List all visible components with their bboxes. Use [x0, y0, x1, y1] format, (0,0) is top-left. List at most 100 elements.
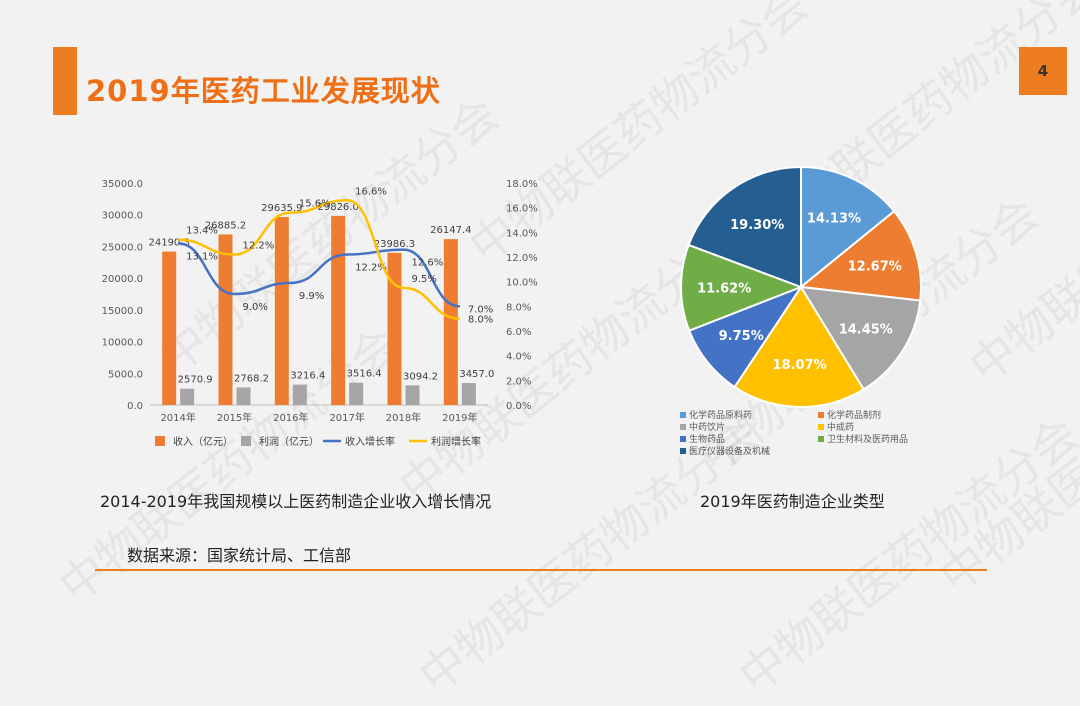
profit-bar-data-label: 3457.0: [459, 369, 494, 380]
profit-bar-data-label: 3216.4: [290, 371, 325, 382]
pie-legend-label: 卫生材料及医药用品: [827, 433, 908, 445]
profit-bar: [180, 388, 195, 405]
pie-slice-label: 14.13%: [807, 212, 861, 227]
legend-label: 收入（亿元）: [173, 435, 233, 448]
bottom-divider: [95, 569, 987, 571]
revenue-combo-chart: 0.0 5000.0 10000.0 15000.0 20000.0 25000.0 300…: [102, 165, 922, 457]
revenue-bar-data-label: 29826.0: [317, 202, 358, 213]
legend-label: 利润增长率: [431, 435, 481, 448]
revenue-growth-data-label: 12.2%: [355, 263, 387, 274]
legend-swatch: [241, 436, 251, 446]
profit-bar: [236, 387, 251, 405]
profit-growth-line: [178, 199, 460, 320]
pie-slice-label: 19.30%: [730, 218, 784, 233]
page-number-badge: 4: [1019, 47, 1067, 95]
profit-bar-data-label: 2768.2: [234, 373, 269, 384]
revenue-bar-data-label: 29635.9: [261, 203, 302, 214]
revenue-bar: [443, 239, 458, 405]
profit-bar: [292, 384, 307, 405]
x-axis-tick-label: 2018年: [386, 411, 421, 424]
profit-growth-data-label: 13.4%: [186, 226, 218, 237]
pie-slice: [687, 165, 802, 289]
slide-title: 2019年医药工业发展现状: [86, 74, 441, 108]
title-accent-bar: [53, 47, 77, 115]
revenue-growth-data-label: 8.0%: [468, 314, 493, 325]
right-axis-tick-label: 18.0%: [506, 179, 538, 190]
x-axis-tick-label: 2017年: [329, 411, 364, 424]
page-number: 4: [1037, 62, 1049, 80]
pie-slice-label: 14.45%: [839, 322, 893, 337]
pie-legend-swatch: [680, 436, 686, 442]
pie-legend-label: 医疗仪器设备及机械: [689, 445, 770, 457]
revenue-growth-line: [178, 242, 460, 308]
pie-slice: [733, 285, 866, 408]
left-axis-tick-label: 20000.0: [102, 274, 143, 285]
profit-growth-data-label: 12.2%: [243, 241, 275, 252]
x-axis-tick-label: 2014年: [160, 411, 195, 424]
pie-legend-swatch: [818, 412, 824, 418]
right-axis-tick-label: 12.0%: [506, 253, 538, 264]
pie-legend-label: 化学药品原料药: [689, 409, 752, 421]
pie-legend-label: 化学药品制剂: [827, 409, 881, 421]
right-axis-tick-label: 14.0%: [506, 228, 538, 239]
left-axis-tick-label: 5000.0: [108, 369, 143, 380]
left-axis-tick-label: 30000.0: [102, 211, 143, 222]
legend-swatch: [155, 436, 165, 446]
pie-legend-swatch: [680, 424, 686, 430]
revenue-bar: [162, 251, 177, 405]
left-axis-tick-label: 15000.0: [102, 306, 143, 317]
profit-growth-data-label: 15.6%: [299, 199, 331, 210]
pie-slice: [680, 243, 804, 332]
pie-slice-label: 18.07%: [773, 358, 827, 373]
profit-bar-data-label: 3516.4: [347, 369, 382, 380]
pie-slice: [800, 165, 896, 290]
revenue-bar-data-label: 24190.3: [148, 238, 189, 249]
right-axis-tick-label: 2.0%: [506, 376, 531, 387]
revenue-growth-data-label: 9.0%: [243, 302, 268, 313]
revenue-bar: [218, 234, 233, 405]
profit-bar: [349, 382, 364, 405]
pie-slice: [799, 285, 922, 391]
right-axis-tick-label: 8.0%: [506, 302, 531, 313]
pie-legend-swatch: [818, 424, 824, 430]
left-axis-tick-label: 25000.0: [102, 242, 143, 253]
pie-legend-label: 生物药品: [689, 433, 725, 445]
pie-legend-swatch: [680, 448, 686, 454]
pie-slice: [687, 284, 804, 389]
right-axis-tick-label: 16.0%: [506, 204, 538, 215]
right-axis-tick-label: 6.0%: [506, 327, 531, 338]
profit-growth-data-label: 7.0%: [468, 305, 493, 316]
x-axis-tick-label: 2015年: [217, 411, 252, 424]
legend-label: 利润（亿元）: [259, 435, 319, 448]
profit-growth-data-label: 9.5%: [412, 274, 437, 285]
profit-bar-data-label: 2570.9: [178, 375, 213, 386]
pie-legend-label: 中药饮片: [689, 421, 725, 433]
revenue-growth-data-label: 13.1%: [186, 251, 218, 262]
revenue-growth-data-label: 9.9%: [299, 291, 324, 302]
revenue-bar: [387, 252, 402, 405]
pie-slice-label: 12.67%: [848, 259, 902, 274]
left-axis-tick-label: 35000.0: [102, 179, 143, 190]
pie-legend-label: 中成药: [827, 421, 854, 433]
profit-growth-data-label: 16.6%: [355, 186, 387, 197]
revenue-bar: [274, 217, 289, 405]
revenue-growth-data-label: 12.6%: [412, 258, 444, 269]
pie-legend-swatch: [818, 436, 824, 442]
revenue-bar: [331, 215, 346, 405]
profit-bar-data-label: 3094.2: [403, 371, 438, 382]
legend-label: 收入增长率: [345, 435, 395, 448]
left-axis-tick-label: 0.0: [127, 401, 143, 412]
left-axis-tick-label: 10000.0: [102, 338, 143, 349]
profit-bar: [405, 385, 420, 405]
revenue-bar-data-label: 26147.4: [430, 225, 471, 236]
right-axis-tick-label: 0.0%: [506, 401, 531, 412]
pie-chart-caption: 2019年医药制造企业类型: [700, 492, 885, 511]
pie-slice: [798, 209, 922, 302]
profit-bar: [461, 383, 476, 405]
pie-legend-swatch: [680, 412, 686, 418]
data-source-note: 数据来源：国家统计局、工信部: [127, 546, 352, 565]
right-axis-tick-label: 10.0%: [506, 278, 538, 289]
revenue-bar-data-label: 23986.3: [374, 239, 415, 250]
x-axis-tick-label: 2016年: [273, 411, 308, 424]
right-axis-tick-label: 4.0%: [506, 352, 531, 363]
